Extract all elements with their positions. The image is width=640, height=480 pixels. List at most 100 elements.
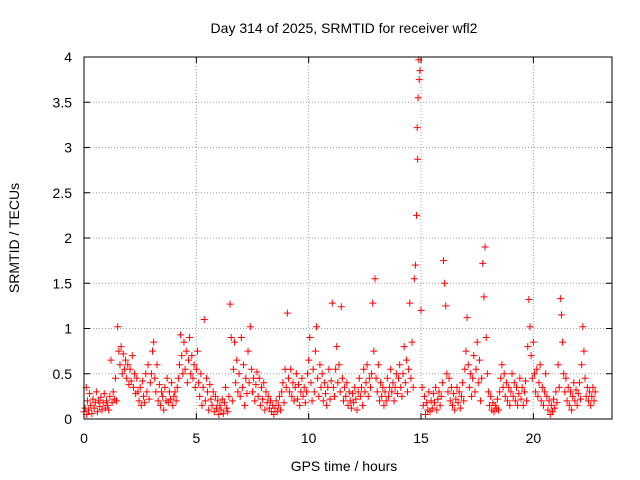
data-point (197, 370, 205, 378)
data-point (398, 392, 406, 400)
data-point (220, 399, 228, 407)
data-point (562, 374, 570, 382)
data-point (405, 365, 413, 373)
data-point (264, 392, 272, 400)
data-point (406, 299, 414, 307)
data-point (280, 399, 288, 407)
data-point (382, 397, 390, 405)
data-point (175, 361, 183, 369)
data-point (436, 401, 444, 409)
data-point (551, 404, 559, 412)
data-point (357, 383, 365, 391)
data-point (426, 408, 434, 416)
data-point (518, 383, 526, 391)
data-point (205, 406, 213, 414)
data-point (569, 392, 577, 400)
data-point (568, 406, 576, 414)
data-point (464, 361, 472, 369)
data-point (108, 399, 116, 407)
data-point (350, 399, 358, 407)
data-point (438, 379, 446, 387)
data-point (537, 397, 545, 405)
data-point (375, 397, 383, 405)
axis-ticks: 0 0.5 1 1.5 2 2.5 3 3.5 4 0 5 10 15 20 (53, 49, 612, 446)
data-point (351, 383, 359, 391)
data-point (298, 374, 306, 382)
data-point (201, 397, 209, 405)
data-point (497, 374, 505, 382)
data-point (301, 399, 309, 407)
data-point (545, 397, 553, 405)
data-point (334, 379, 342, 387)
data-point (91, 399, 99, 407)
data-point (446, 397, 454, 405)
data-point (119, 350, 127, 358)
data-point (183, 379, 191, 387)
data-point (441, 279, 449, 287)
data-point (411, 261, 419, 269)
data-point (209, 388, 217, 396)
data-point (371, 275, 379, 283)
data-point (161, 383, 169, 391)
data-point (229, 365, 237, 373)
data-point (370, 347, 378, 355)
data-point (535, 379, 543, 387)
data-point (530, 370, 538, 378)
data-point (500, 370, 508, 378)
data-point (462, 347, 470, 355)
data-point (544, 406, 552, 414)
data-point (473, 338, 481, 346)
data-point (231, 338, 239, 346)
data-point (437, 392, 445, 400)
data-point (288, 392, 296, 400)
data-point (487, 392, 495, 400)
data-point (168, 379, 176, 387)
data-point (356, 392, 364, 400)
data-point (189, 374, 197, 382)
data-point (505, 383, 513, 391)
data-point (328, 299, 336, 307)
data-point (243, 390, 251, 398)
data-point (420, 392, 428, 400)
data-point (208, 401, 216, 409)
data-point (474, 379, 482, 387)
data-point (577, 395, 585, 403)
x-axis-label: GPS time / hours (291, 458, 398, 474)
data-point (431, 399, 439, 407)
data-point (129, 383, 137, 391)
data-point (478, 374, 486, 382)
data-point (353, 406, 361, 414)
data-point (532, 388, 540, 396)
data-point (135, 397, 143, 405)
data-point (207, 395, 215, 403)
data-point (454, 399, 462, 407)
data-point (332, 365, 340, 373)
data-point (227, 334, 235, 342)
data-point (387, 365, 395, 373)
data-point (346, 397, 354, 405)
data-point (490, 408, 498, 416)
data-point (365, 374, 373, 382)
data-point (182, 347, 190, 355)
data-point (150, 338, 158, 346)
data-point (348, 390, 356, 398)
data-point (360, 365, 368, 373)
data-point (133, 374, 141, 382)
data-point (153, 361, 161, 369)
data-point (216, 401, 224, 409)
data-point (366, 383, 374, 391)
data-point (452, 395, 460, 403)
data-point (174, 374, 182, 382)
data-point (187, 370, 195, 378)
data-point (290, 397, 298, 405)
data-point (417, 306, 425, 314)
data-point (192, 365, 200, 373)
data-point (557, 311, 565, 319)
data-point (89, 395, 97, 403)
data-point (289, 379, 297, 387)
data-point (516, 374, 524, 382)
data-point (416, 67, 424, 75)
data-point (233, 356, 241, 364)
data-point (471, 388, 479, 396)
data-point (299, 392, 307, 400)
